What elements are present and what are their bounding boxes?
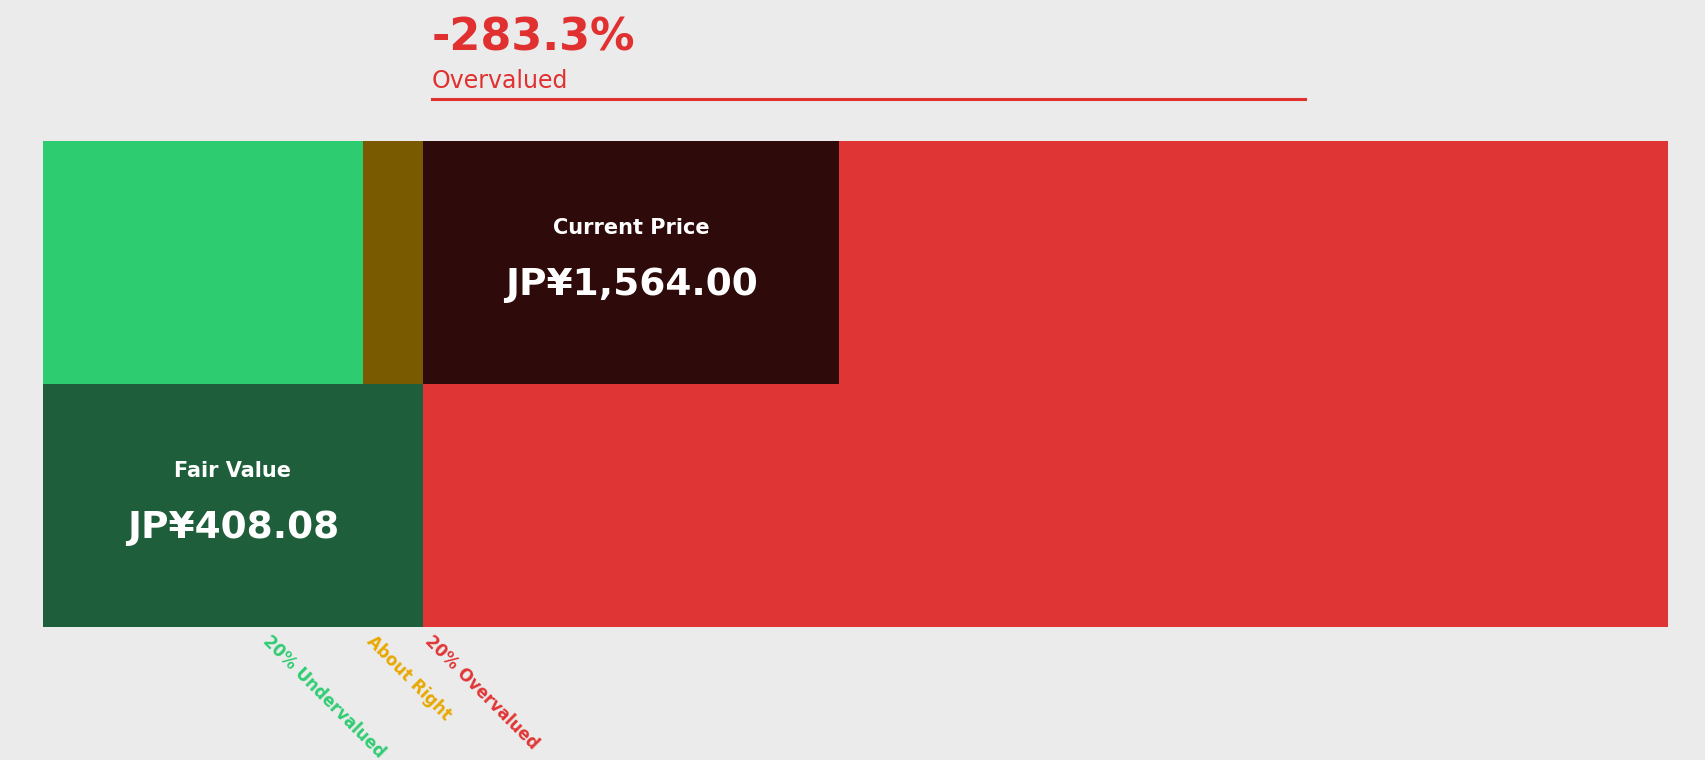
Text: -283.3%: -283.3% bbox=[431, 17, 634, 59]
Text: About Right: About Right bbox=[363, 632, 455, 724]
Text: JP¥1,564.00: JP¥1,564.00 bbox=[505, 267, 757, 303]
Text: JP¥408.08: JP¥408.08 bbox=[126, 510, 339, 546]
Text: 20% Overvalued: 20% Overvalued bbox=[421, 632, 542, 753]
Text: 20% Undervalued: 20% Undervalued bbox=[259, 632, 389, 760]
Text: Current Price: Current Price bbox=[552, 218, 709, 238]
Text: Fair Value: Fair Value bbox=[174, 461, 292, 481]
Text: Overvalued: Overvalued bbox=[431, 69, 568, 93]
